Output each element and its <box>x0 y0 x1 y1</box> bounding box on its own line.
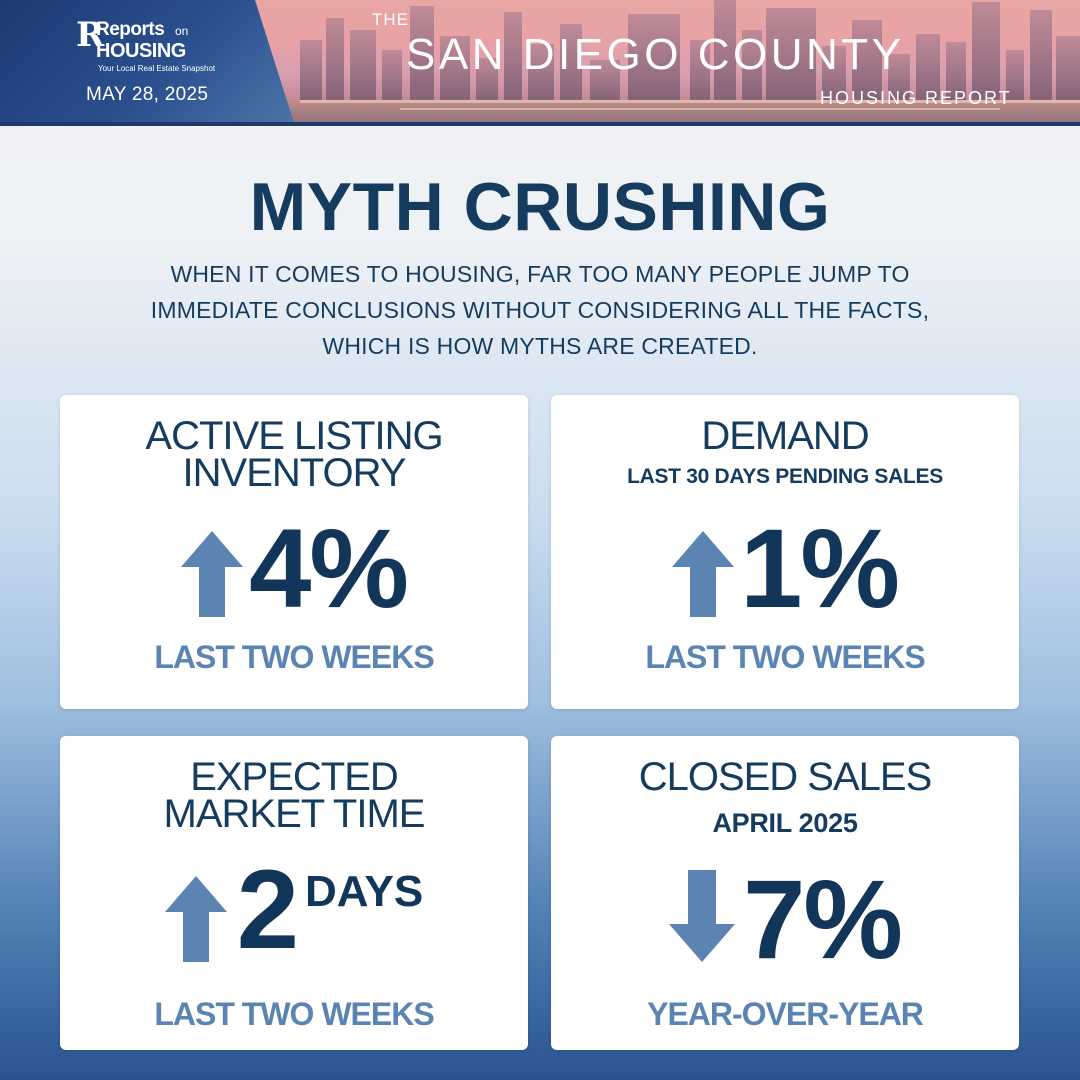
stat-value: 7% <box>743 857 903 982</box>
card-footer: LAST TWO WEEKS <box>645 639 925 675</box>
stat-value: 4% <box>249 506 409 631</box>
card-title: CLOSED SALES <box>638 755 933 799</box>
stat-value-row: 7% <box>551 864 1019 976</box>
card-title: MARKET TIME <box>163 792 426 836</box>
brand-panel <box>0 0 295 122</box>
stat-unit: DAYS <box>305 867 424 916</box>
card-title: ACTIVE LISTING <box>145 414 443 458</box>
stat-value: 1% <box>740 506 900 631</box>
report-date: MAY 28, 2025 <box>86 84 209 105</box>
arrow-up-icon <box>164 876 227 962</box>
stat-value-row: 2 DAYS <box>60 854 528 966</box>
logo-r-mark: R <box>76 15 105 55</box>
city-skyline-image <box>0 0 1080 122</box>
stat-value-row: 4% <box>60 513 528 625</box>
stat-card-closed-sales: CLOSED SALES APRIL 2025 7% YEAR-OVER-YEA… <box>551 736 1019 1050</box>
intro-line: WHICH IS HOW MYTHS ARE CREATED. <box>322 333 758 359</box>
card-subtitle: LAST 30 DAYS PENDING SALES <box>627 465 943 488</box>
logo-on-text: on <box>175 24 189 38</box>
stat-value: 2 <box>236 847 299 972</box>
intro-text: WHEN IT COMES TO HOUSING, FAR TOO MANY P… <box>100 256 980 364</box>
card-title: INVENTORY <box>182 451 407 495</box>
logo-reports-text: Reports <box>96 19 165 40</box>
intro-line: WHEN IT COMES TO HOUSING, FAR TOO MANY P… <box>170 261 910 287</box>
report-subtitle: HOUSING REPORT <box>820 88 1012 108</box>
card-footer: LAST TWO WEEKS <box>154 639 434 675</box>
arrow-up-icon <box>672 531 735 617</box>
title-prefix: THE <box>372 10 409 29</box>
stat-card-active-listing-inventory: ACTIVE LISTING INVENTORY 4% LAST TWO WEE… <box>60 395 528 709</box>
header-banner: R Reports on HOUSING Your Local Real Est… <box>0 0 1080 126</box>
page-title: MYTH CRUSHING <box>249 169 831 245</box>
intro-line: IMMEDIATE CONCLUSIONS WITHOUT CONSIDERIN… <box>150 297 930 323</box>
card-title: EXPECTED <box>190 755 399 799</box>
card-subtitle: APRIL 2025 <box>712 808 858 838</box>
arrow-up-icon <box>181 531 244 617</box>
stat-value-row: 1% <box>551 513 1019 625</box>
stat-card-expected-market-time: EXPECTED MARKET TIME 2 DAYS LAST TWO WEE… <box>60 736 528 1050</box>
arrow-down-icon <box>669 870 736 962</box>
card-footer: LAST TWO WEEKS <box>154 996 434 1032</box>
card-footer: YEAR-OVER-YEAR <box>647 996 924 1032</box>
stat-card-demand: DEMAND LAST 30 DAYS PENDING SALES 1% LAS… <box>551 395 1019 709</box>
logo-tagline: Your Local Real Estate Snapshot <box>98 64 216 73</box>
report-title: SAN DIEGO COUNTY <box>406 30 905 79</box>
card-title: DEMAND <box>701 414 869 458</box>
logo-housing-text: HOUSING <box>96 40 186 62</box>
